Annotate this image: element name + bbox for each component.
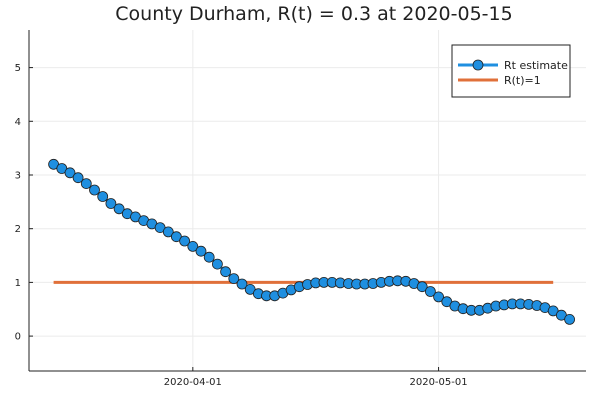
y-tick-label: 3 — [15, 170, 21, 181]
y-tick-label: 2 — [15, 224, 21, 235]
rt-point — [195, 245, 207, 257]
rt-point — [236, 278, 248, 290]
y-tick-label: 1 — [15, 278, 21, 289]
legend-marker-rt — [472, 59, 484, 71]
rt-point — [105, 198, 117, 209]
legend: Rt estimate R(t)=1 — [451, 44, 571, 98]
rt-point — [416, 281, 428, 293]
rt-point — [228, 273, 240, 285]
x-tick-label: 2020-05-01 — [409, 377, 467, 388]
y-tick-label: 5 — [15, 63, 21, 74]
rt-point — [211, 258, 223, 270]
legend-box — [451, 44, 571, 98]
rt-point — [64, 167, 76, 179]
rt-point — [564, 313, 575, 325]
rt-point — [179, 235, 191, 247]
rt-point — [72, 172, 84, 184]
rt-point — [113, 203, 125, 215]
rt-point — [187, 240, 199, 252]
rt-point — [89, 184, 100, 196]
axes: 0 1 2 3 4 5 2020-04-01 2020-05-01 — [15, 30, 586, 388]
rt-series — [48, 158, 575, 325]
x-tick-label: 2020-04-01 — [164, 377, 222, 388]
y-tick-label: 4 — [15, 117, 21, 128]
rt-point — [433, 291, 445, 303]
rt-point — [162, 226, 174, 238]
y-tick-label: 0 — [15, 332, 21, 343]
rt-point — [97, 191, 109, 202]
legend-label-rt: Rt estimate — [504, 59, 568, 72]
chart-title: County Durham, R(t) = 0.3 at 2020-05-15 — [115, 3, 512, 25]
rt-point — [220, 266, 232, 278]
legend-label-ref: R(t)=1 — [504, 74, 541, 87]
rt-point — [203, 251, 215, 263]
rt-point — [80, 178, 92, 190]
rt-point — [424, 286, 436, 297]
